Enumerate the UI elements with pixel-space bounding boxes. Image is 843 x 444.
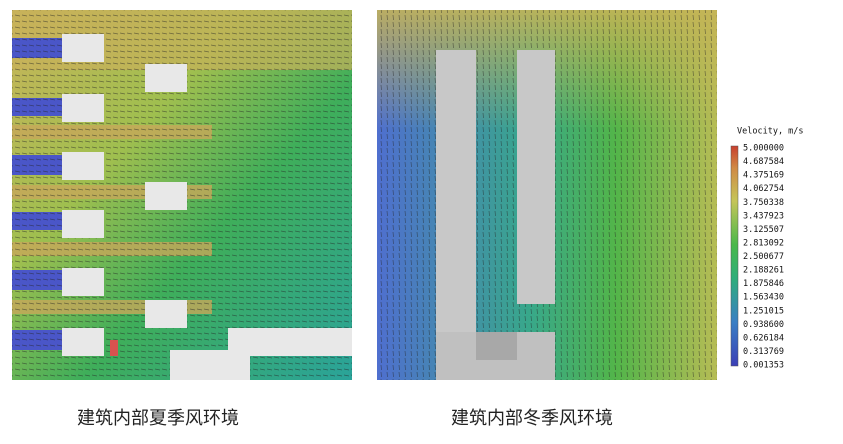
- summer-panel: [12, 10, 352, 380]
- legend-label: 2.188261: [743, 266, 784, 276]
- legend-label: 4.062754: [743, 184, 784, 194]
- legend-label: 4.375169: [743, 171, 784, 181]
- legend-label: 3.437923: [743, 211, 784, 221]
- legend-label: 3.750338: [743, 198, 784, 208]
- winter-panel: [377, 10, 717, 380]
- caption: 建筑内部夏季风环境: [77, 408, 239, 429]
- legend-label: 2.813092: [743, 238, 784, 248]
- legend-label: 1.875846: [743, 279, 784, 289]
- legend-label: 0.313769: [743, 347, 784, 357]
- color-bar: [730, 145, 739, 367]
- legend-label: 1.251015: [743, 306, 784, 316]
- legend-label: 0.626184: [743, 333, 784, 343]
- caption: 建筑内部冬季风环境: [451, 408, 613, 429]
- legend-label: 4.687584: [743, 157, 784, 167]
- legend-label: 0.001353: [743, 361, 784, 371]
- legend-title: Velocity, m/s: [737, 127, 804, 137]
- legend: Velocity, m/s 5.000000 4.687584 4.375169 4.…: [730, 127, 804, 371]
- legend-label: 1.563430: [743, 293, 784, 303]
- legend-label: 0.938600: [743, 320, 784, 330]
- legend-label: 5.000000: [743, 144, 784, 154]
- legend-label: 3.125507: [743, 225, 784, 235]
- legend-label: 2.500677: [743, 252, 784, 262]
